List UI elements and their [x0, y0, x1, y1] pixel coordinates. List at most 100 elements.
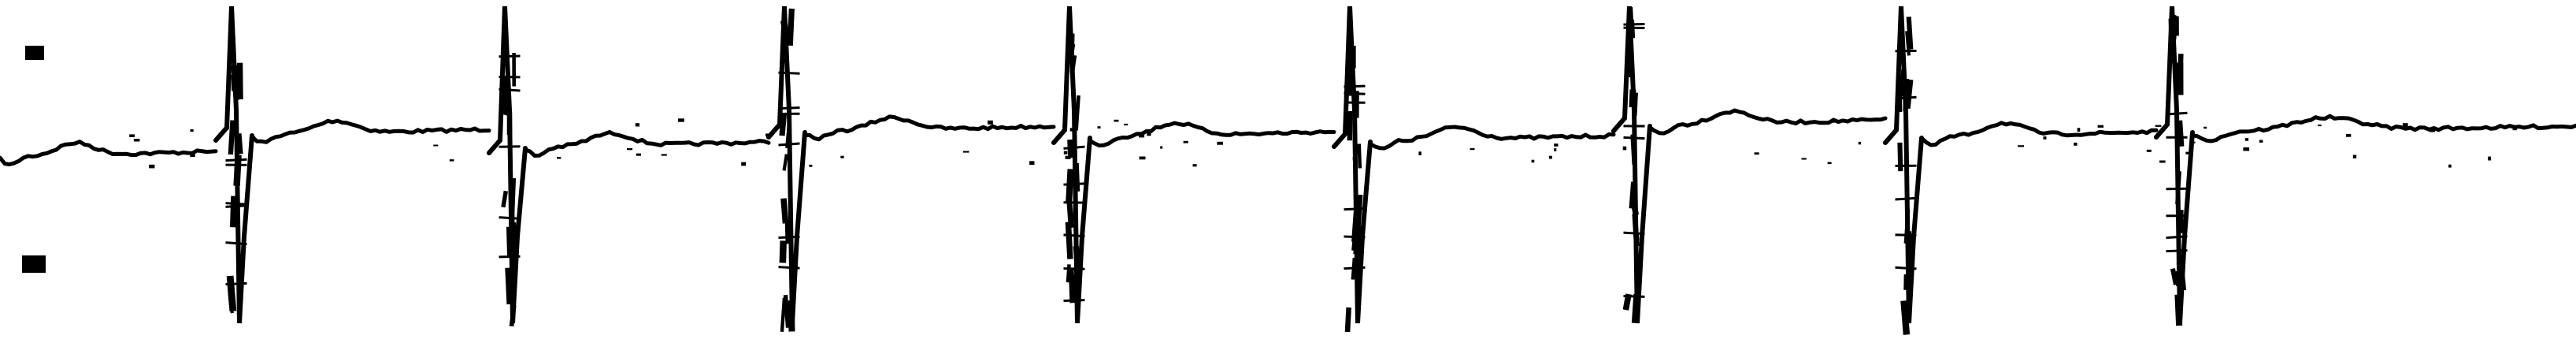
scan-artifact	[785, 125, 791, 149]
scan-noise	[1548, 155, 1552, 159]
scan-artifact	[1353, 140, 1359, 155]
bottom-margin-marker	[22, 255, 46, 273]
scan-noise	[2185, 151, 2189, 155]
baseline-segment	[2190, 114, 2576, 143]
scan-noise	[433, 144, 439, 147]
scan-noise	[1217, 141, 1223, 145]
scan-noise	[1554, 143, 1559, 147]
scan-artifact	[1631, 293, 1639, 323]
scan-noise	[557, 157, 562, 159]
scan-noise	[2512, 127, 2517, 131]
scan-artifact	[1623, 295, 1645, 298]
scan-noise	[1829, 121, 1835, 123]
scan-artifact	[1354, 194, 1363, 227]
scan-artifact	[1630, 134, 1636, 166]
scan-artifact	[225, 202, 247, 206]
scan-noise	[2429, 128, 2435, 132]
baseline-segment	[802, 114, 1056, 142]
scan-noise	[1065, 155, 1071, 159]
scan-noise	[1858, 141, 1861, 145]
scan-artifact	[225, 158, 247, 162]
scan-artifact	[508, 177, 517, 213]
scan-artifact	[778, 142, 800, 147]
scan-artifact	[779, 240, 787, 263]
scan-noise	[2074, 142, 2077, 146]
scan-artifact	[1895, 266, 1917, 270]
scan-noise	[2203, 126, 2207, 129]
baseline-segment	[1368, 125, 1616, 151]
scan-artifact	[233, 155, 242, 186]
scan-artifact	[499, 54, 521, 58]
scan-artifact	[1355, 226, 1362, 262]
scan-artifact	[225, 281, 247, 286]
scan-artifact	[2177, 120, 2185, 147]
scan-artifact	[778, 106, 800, 110]
scan-noise	[1352, 156, 1356, 161]
scan-noise	[771, 129, 777, 132]
scan-noise	[2488, 156, 2492, 161]
scan-noise	[1097, 126, 1101, 129]
scan-noise	[2146, 149, 2152, 152]
scan-noise	[2077, 128, 2081, 132]
scan-artifact	[2176, 262, 2187, 291]
scan-artifact	[499, 255, 521, 259]
scan-noise	[635, 123, 639, 127]
scan-noise	[1554, 148, 1557, 151]
scan-noise	[809, 164, 813, 167]
scan-artifact	[499, 88, 521, 92]
scan-artifact	[780, 20, 790, 36]
scan-noise	[1531, 159, 1535, 163]
qrs-complex	[213, 6, 254, 324]
baseline-segment	[0, 140, 218, 166]
scan-noise	[1029, 161, 1035, 165]
scan-noise	[2259, 140, 2263, 143]
scan-noise	[1418, 151, 1421, 155]
scan-artifact	[1357, 143, 1362, 169]
scan-noise	[627, 148, 633, 151]
scan-artifact	[1069, 33, 1075, 61]
scan-noise	[2318, 125, 2322, 127]
scan-noise	[1069, 128, 1076, 132]
scan-artifact	[2170, 268, 2178, 285]
baseline-segment	[523, 130, 771, 158]
ecg-trace-layer	[0, 6, 2576, 335]
scan-artifact	[1629, 197, 1640, 216]
scan-artifact	[783, 295, 791, 328]
scan-artifact	[499, 216, 521, 220]
scan-artifact	[780, 297, 787, 332]
scan-artifact	[1344, 307, 1351, 333]
scan-artifact	[1344, 207, 1366, 211]
scan-noise	[2352, 155, 2357, 158]
scan-noise	[636, 153, 641, 156]
baseline-segment	[1088, 121, 1336, 148]
scan-artifact	[1345, 61, 1355, 96]
baseline-segment	[1648, 108, 1888, 136]
scan-noise	[1183, 140, 1188, 143]
scan-artifact	[1632, 214, 1640, 247]
scan-artifact	[1063, 145, 1085, 150]
scan-artifact	[228, 120, 235, 155]
scan-noise	[1827, 162, 1832, 165]
scan-artifact	[1895, 196, 1917, 201]
scan-noise	[2192, 141, 2196, 143]
scan-artifact	[1902, 78, 1911, 103]
scan-artifact	[788, 300, 795, 332]
scan-artifact	[1073, 245, 1081, 272]
scan-noise	[1160, 146, 1163, 149]
scan-artifact	[1344, 84, 1366, 88]
scan-artifact	[779, 114, 788, 136]
scan-artifact	[778, 266, 800, 270]
scan-noise	[2155, 125, 2162, 127]
scan-artifact	[230, 28, 235, 42]
scan-noise	[2018, 145, 2025, 147]
scan-artifact	[780, 198, 789, 224]
scan-artifact	[2174, 294, 2183, 326]
scan-artifact	[1903, 209, 1911, 244]
scan-artifact	[1622, 293, 1632, 311]
scan-noise	[661, 154, 667, 156]
scan-artifact	[1344, 91, 1366, 95]
scan-noise	[2043, 136, 2047, 140]
